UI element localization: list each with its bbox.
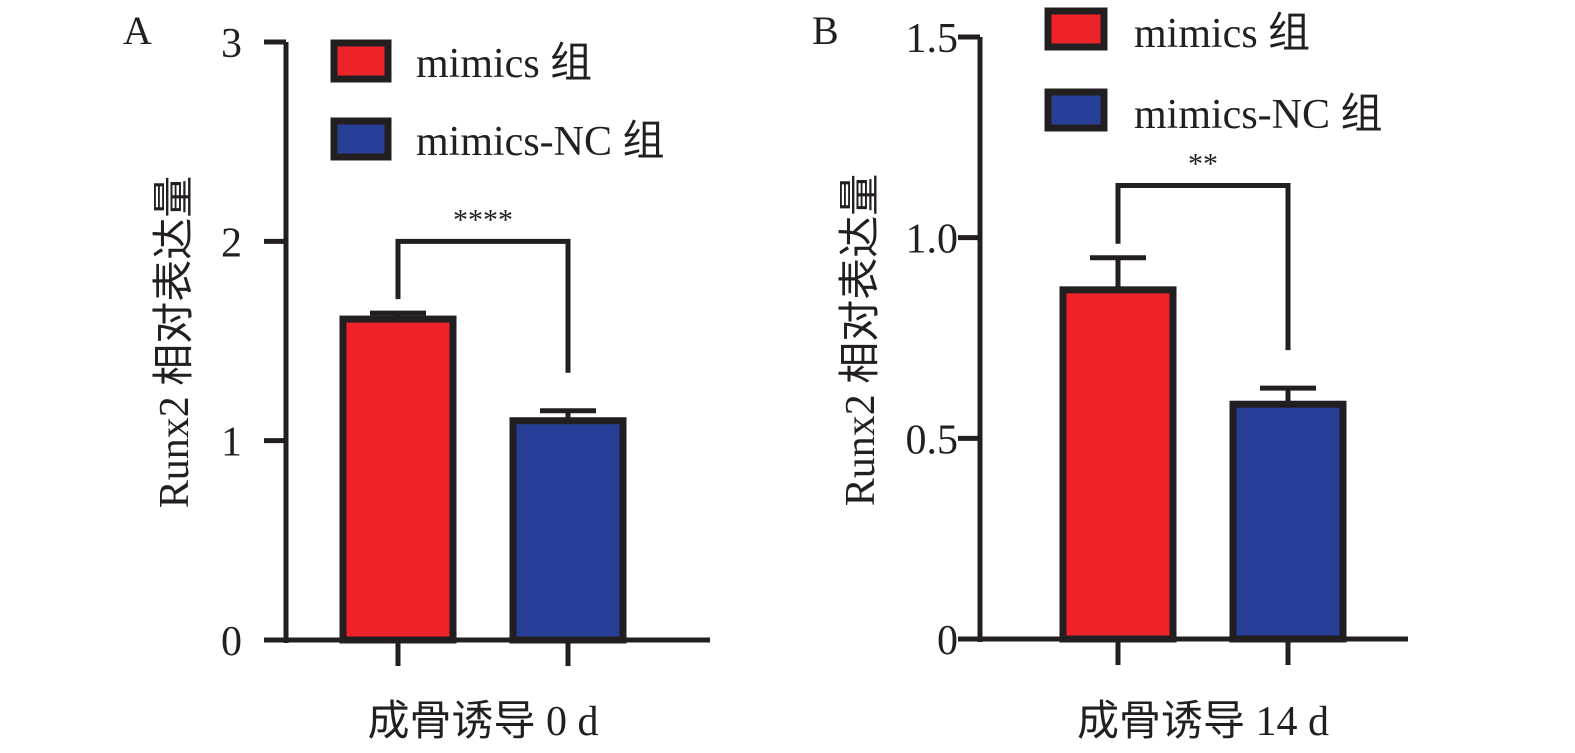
panel-b: B Runx2 相对表达量 成骨诱导 14 d mimics 组 mimics-… — [812, 7, 1408, 745]
y-tick-label: 1 — [221, 420, 242, 466]
y-tick-label: 1.0 — [906, 217, 959, 263]
legend-label-mimics-nc: mimics-NC 组 — [416, 119, 665, 165]
panel-label: A — [123, 8, 152, 53]
legend-label-mimics: mimics 组 — [416, 41, 592, 87]
legend-label-mimics: mimics 组 — [1134, 11, 1310, 57]
legend-swatch-mimics-nc — [330, 117, 392, 161]
y-tick-label: 3 — [221, 21, 242, 67]
legend-swatch-mimics — [330, 39, 392, 83]
y-tick-label: 0.5 — [906, 417, 959, 463]
legend-swatch-mimics-nc — [1044, 88, 1108, 132]
y-tick-label: 0 — [937, 618, 958, 664]
bar-mimics — [1059, 286, 1177, 643]
plot-area: 0 0.5 1.0 1.5 ** — [906, 16, 1408, 665]
y-axis-label: Runx2 相对表达量 — [152, 176, 198, 509]
y-tick-label: 0 — [221, 619, 242, 665]
legend: mimics 组 mimics-NC 组 — [330, 39, 665, 165]
significance-label: **** — [453, 203, 513, 236]
significance-bracket — [395, 238, 571, 373]
panel-a: A Runx2 相对表达量 成骨诱导 0 d mimics 组 mimics-N… — [123, 8, 710, 745]
panel-label: B — [812, 8, 839, 53]
legend-label-mimics-nc: mimics-NC 组 — [1134, 92, 1383, 138]
y-axis-label: Runx2 相对表达量 — [838, 174, 884, 507]
x-axis-label: 成骨诱导 14 d — [1077, 699, 1329, 745]
bar-mimics-nc — [509, 417, 627, 644]
bar-mimics-nc — [1229, 400, 1347, 643]
legend-swatch-mimics — [1044, 7, 1108, 51]
y-tick-label: 2 — [221, 220, 242, 266]
significance-label: ** — [1188, 147, 1218, 180]
legend: mimics 组 mimics-NC 组 — [1044, 7, 1383, 138]
significance-bracket — [1115, 182, 1291, 351]
y-tick-label: 1.5 — [906, 16, 959, 62]
plot-area: 0 1 2 3 **** — [221, 21, 710, 666]
x-axis-label: 成骨诱导 0 d — [367, 699, 598, 745]
bar-mimics — [339, 315, 457, 644]
